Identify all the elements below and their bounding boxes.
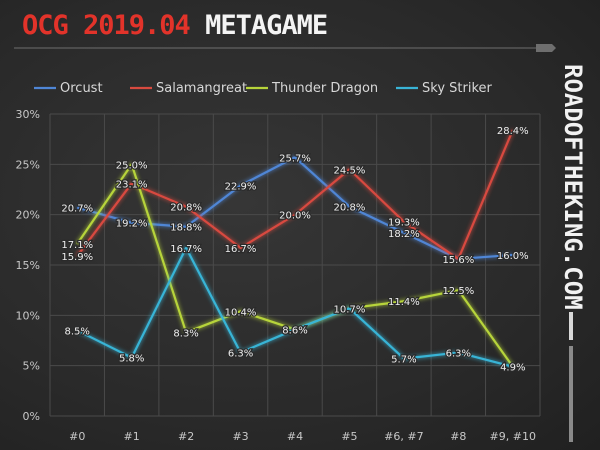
data-label: 16.0% <box>497 251 529 262</box>
title-accent: OCG 2019.04 <box>22 10 191 41</box>
data-label: 25.7% <box>279 153 311 164</box>
data-label: 17.1% <box>61 240 93 251</box>
data-label: 12.5% <box>442 286 474 297</box>
title-main: METAGAME <box>205 10 328 41</box>
legend-label: Sky Striker <box>422 81 493 96</box>
x-tick-label: #8 <box>450 430 466 443</box>
data-label: 20.8% <box>170 203 202 214</box>
legend: Orcust Salamangreat Thunder Dragon Sky Stri… <box>34 81 493 96</box>
x-tick-label: #1 <box>124 430 140 443</box>
data-label: 5.7% <box>391 355 416 366</box>
data-label: 6.3% <box>446 349 471 360</box>
data-label: 8.6% <box>282 325 307 336</box>
data-label: 10.7% <box>334 304 366 315</box>
legend-label: Salamangreat <box>156 81 247 96</box>
x-tick-label: #3 <box>232 430 248 443</box>
data-label: 23.1% <box>116 179 148 190</box>
y-tick-label: 10% <box>16 309 40 322</box>
data-label: 16.7% <box>170 244 202 255</box>
series-line <box>76 246 514 368</box>
data-label: 19.2% <box>116 219 148 230</box>
x-tick-label: #9, #10 <box>490 430 536 443</box>
x-axis: #0 #1 #2 #3 #4 #5 #6, #7 #8 #9, #10 <box>69 430 536 443</box>
side-brand-decoration <box>569 312 573 442</box>
y-tick-label: 0% <box>23 410 40 423</box>
data-label: 8.3% <box>173 328 198 339</box>
data-label: 28.4% <box>497 126 529 137</box>
brand-bar <box>569 312 573 340</box>
data-labels: 20.7% 19.2% 18.8% 22.9% 25.7% 20.8% 18.2% 15.6%… <box>60 125 530 375</box>
y-tick-label: 30% <box>16 108 40 121</box>
data-label: 8.5% <box>65 326 90 337</box>
y-tick-label: 25% <box>16 158 40 171</box>
header-rule-tip <box>536 44 556 52</box>
data-label: 4.9% <box>500 363 525 374</box>
page-title: OCG 2019.04 METAGAME <box>22 10 328 41</box>
data-label: 10.4% <box>225 307 257 318</box>
data-label: 15.9% <box>61 252 93 263</box>
data-label: 10.7% <box>334 304 366 315</box>
data-label: 18.8% <box>170 223 202 234</box>
y-tick-label: 20% <box>16 209 40 222</box>
data-label: 5.8% <box>119 354 144 365</box>
data-label: 16.7% <box>225 244 257 255</box>
data-label: 20.8% <box>334 203 366 214</box>
data-label: 11.4% <box>388 297 420 308</box>
data-label: 25.0% <box>116 160 148 171</box>
side-brand-text: ROADOFTHEKING.COM <box>559 64 587 310</box>
header-rule <box>14 44 556 52</box>
series-line <box>76 129 514 261</box>
data-label: 20.7% <box>61 204 93 215</box>
data-label: 20.0% <box>279 211 311 222</box>
brand-bar-lower <box>569 346 573 442</box>
x-tick-label: #5 <box>341 430 357 443</box>
data-label: 15.6% <box>442 255 474 266</box>
x-tick-label: #4 <box>287 430 303 443</box>
legend-label: Thunder Dragon <box>271 81 378 96</box>
legend-label: Orcust <box>60 81 103 96</box>
x-tick-label: #0 <box>69 430 85 443</box>
side-brand: ROADOFTHEKING.COM <box>558 64 588 310</box>
x-tick-label: #6, #7 <box>384 430 423 443</box>
header: OCG 2019.04 METAGAME <box>0 0 600 58</box>
series-line <box>76 156 513 261</box>
data-label: 22.9% <box>225 181 257 192</box>
data-label: 8.6% <box>282 325 307 336</box>
data-label: 4.9% <box>500 363 525 374</box>
series-lines <box>76 129 514 368</box>
y-tick-label: 15% <box>16 259 40 272</box>
data-label: 24.5% <box>334 165 366 176</box>
data-label: 19.3% <box>388 218 420 229</box>
y-tick-label: 5% <box>23 360 40 373</box>
data-label: 6.3% <box>228 349 253 360</box>
x-tick-label: #2 <box>178 430 194 443</box>
data-label: 15.6% <box>442 255 474 266</box>
data-label: 18.2% <box>388 229 420 240</box>
